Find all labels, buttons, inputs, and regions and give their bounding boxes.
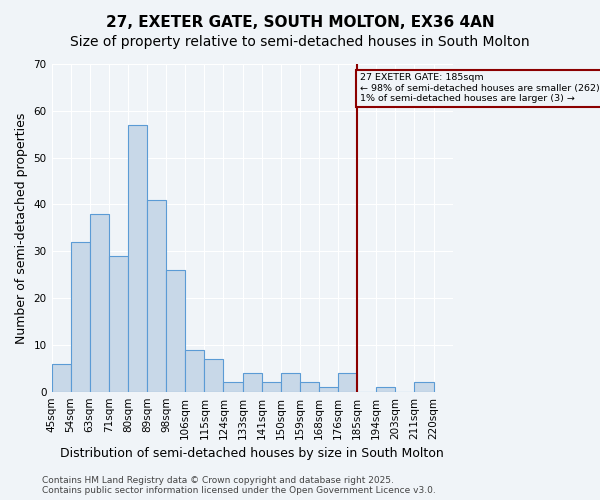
Text: Contains HM Land Registry data © Crown copyright and database right 2025.
Contai: Contains HM Land Registry data © Crown c… bbox=[42, 476, 436, 495]
Y-axis label: Number of semi-detached properties: Number of semi-detached properties bbox=[15, 112, 28, 344]
Bar bbox=[338, 373, 357, 392]
Bar bbox=[376, 387, 395, 392]
Bar bbox=[242, 373, 262, 392]
Bar bbox=[166, 270, 185, 392]
Bar bbox=[71, 242, 90, 392]
Text: Size of property relative to semi-detached houses in South Molton: Size of property relative to semi-detach… bbox=[70, 35, 530, 49]
Bar bbox=[415, 382, 434, 392]
Bar bbox=[90, 214, 109, 392]
Bar bbox=[147, 200, 166, 392]
Bar bbox=[319, 387, 338, 392]
Bar bbox=[262, 382, 281, 392]
Bar bbox=[52, 364, 71, 392]
Bar bbox=[128, 125, 147, 392]
Bar bbox=[205, 359, 223, 392]
Bar bbox=[300, 382, 319, 392]
Text: 27, EXETER GATE, SOUTH MOLTON, EX36 4AN: 27, EXETER GATE, SOUTH MOLTON, EX36 4AN bbox=[106, 15, 494, 30]
X-axis label: Distribution of semi-detached houses by size in South Molton: Distribution of semi-detached houses by … bbox=[60, 447, 444, 460]
Bar bbox=[109, 256, 128, 392]
Bar bbox=[281, 373, 300, 392]
Text: 27 EXETER GATE: 185sqm
← 98% of semi-detached houses are smaller (262)
1% of sem: 27 EXETER GATE: 185sqm ← 98% of semi-det… bbox=[360, 74, 600, 103]
Bar bbox=[223, 382, 242, 392]
Bar bbox=[185, 350, 205, 392]
